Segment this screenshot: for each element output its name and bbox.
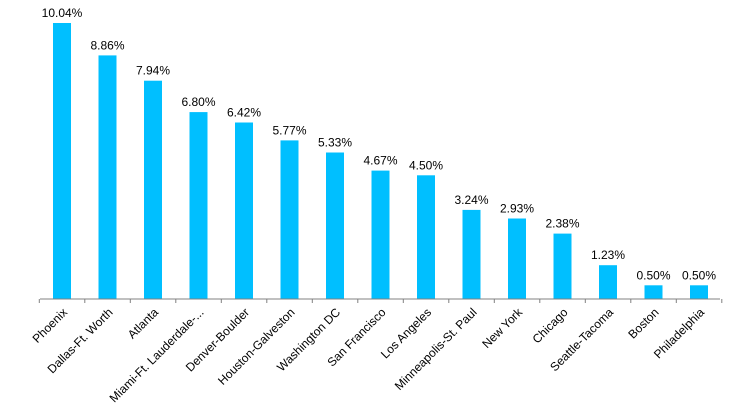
bar-value-label: 0.50%: [682, 268, 716, 282]
bar-value-label: 2.38%: [545, 217, 579, 231]
bar-value-label: 5.77%: [272, 123, 306, 137]
bar-value-label: 10.04%: [42, 6, 83, 20]
bar: [144, 80, 162, 299]
bar: [690, 285, 708, 299]
bar-value-label: 8.86%: [90, 38, 124, 52]
x-axis-tick-label: Phoenix: [30, 305, 71, 346]
x-axis-tick-label: Houston-Galveston: [215, 305, 298, 388]
bar: [462, 209, 481, 299]
bar-value-label: 0.50%: [636, 268, 670, 282]
bar: [189, 112, 208, 299]
bar-value-label: 6.80%: [181, 95, 215, 109]
bar-value-label: 4.67%: [363, 154, 397, 168]
bar-value-label: 5.33%: [318, 136, 352, 150]
bar: [553, 233, 572, 299]
x-axis-tick-label: Boston: [625, 305, 661, 341]
bar: [508, 218, 526, 299]
bar: [98, 55, 117, 300]
bar: [326, 152, 344, 299]
x-axis-tick-label: Atlanta: [125, 305, 162, 342]
bars-group: [53, 23, 708, 300]
bar: [599, 265, 617, 299]
bar: [371, 170, 390, 299]
x-axis-tick-label: Minneapolis-St. Paul: [392, 305, 480, 393]
bar: [644, 285, 663, 299]
bar: [417, 175, 435, 299]
bar: [280, 140, 299, 299]
bar-value-label: 1.23%: [591, 248, 625, 262]
x-axis-tick-label: New York: [479, 305, 525, 351]
bar-value-label: 2.93%: [500, 202, 534, 216]
bar: [235, 122, 253, 299]
bar: [53, 23, 71, 299]
bar-value-label: 3.24%: [454, 193, 488, 207]
x-axis-ticks-group: [38, 299, 723, 303]
bar-value-label: 7.94%: [136, 64, 170, 78]
value-labels-group: 10.04% 8.86% 7.94% 6.80% 6.42% 5.77% 5.33% 4.67…: [42, 6, 717, 282]
x-axis-tick-label: Chicago: [530, 305, 571, 346]
bar-value-label: 4.50%: [409, 158, 443, 172]
bar-value-label: 6.42%: [227, 106, 261, 120]
